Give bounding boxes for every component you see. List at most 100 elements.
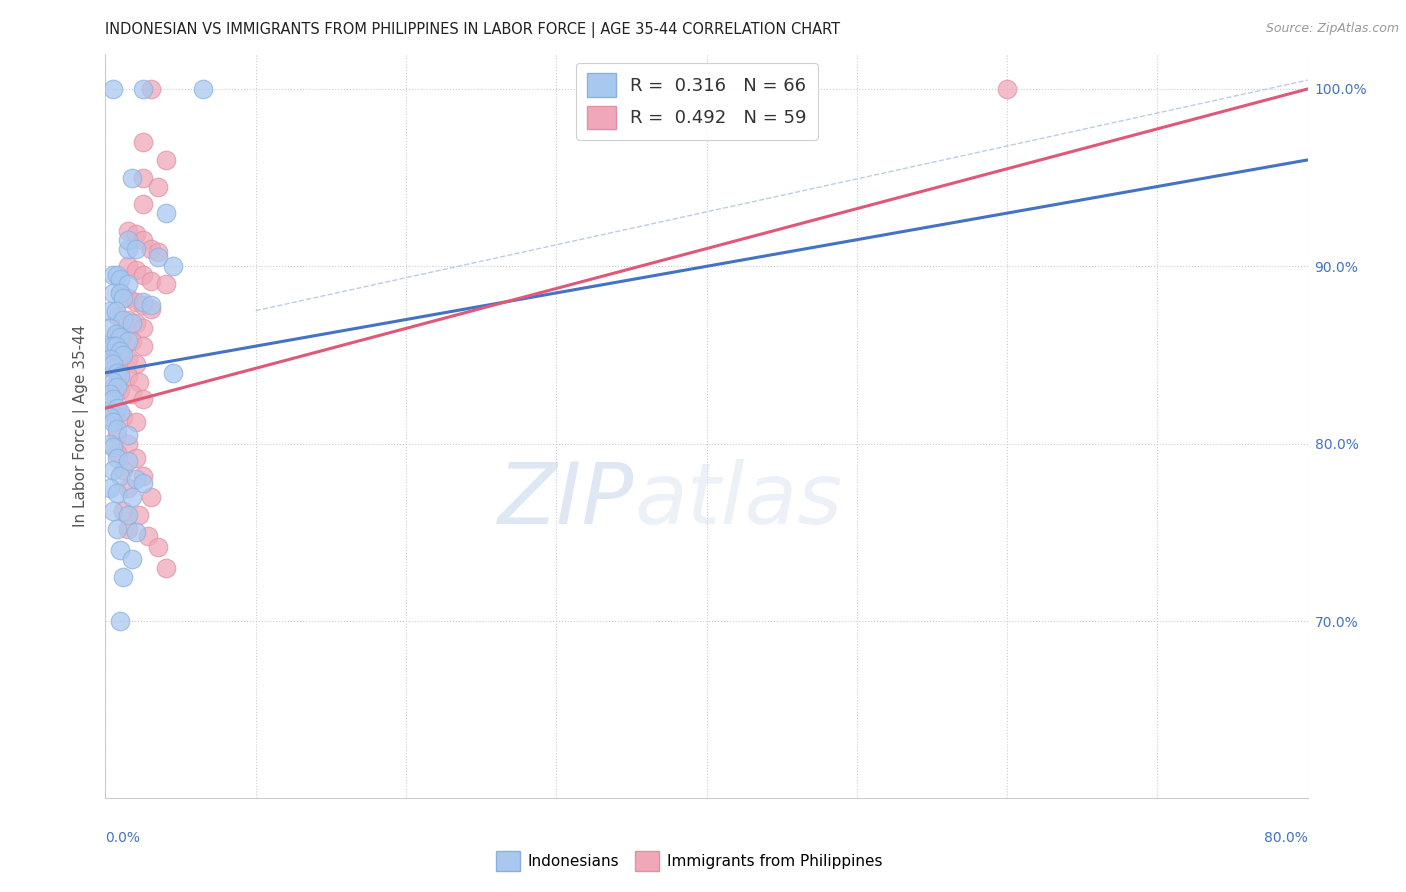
Point bbox=[98, 321, 121, 335]
Point bbox=[110, 344, 132, 359]
Point bbox=[139, 298, 162, 312]
Point bbox=[124, 416, 146, 430]
Point bbox=[124, 316, 146, 330]
Point bbox=[117, 312, 139, 326]
Point bbox=[132, 197, 155, 211]
Point bbox=[101, 82, 124, 96]
Point bbox=[121, 552, 143, 566]
Point bbox=[128, 375, 150, 389]
Point bbox=[191, 82, 214, 96]
Point bbox=[112, 410, 135, 425]
Point bbox=[110, 285, 132, 300]
Point bbox=[98, 410, 121, 425]
Text: Source: ZipAtlas.com: Source: ZipAtlas.com bbox=[1265, 22, 1399, 36]
Point bbox=[117, 436, 139, 450]
Point bbox=[117, 291, 139, 305]
Point bbox=[124, 525, 146, 540]
Point bbox=[162, 260, 184, 274]
Point bbox=[124, 450, 146, 465]
Text: 80.0%: 80.0% bbox=[1264, 831, 1308, 846]
Point bbox=[110, 330, 132, 344]
Point bbox=[155, 206, 177, 220]
Point bbox=[121, 334, 143, 348]
Point bbox=[117, 427, 139, 442]
Point bbox=[132, 170, 155, 185]
Point bbox=[155, 561, 177, 575]
Point bbox=[101, 268, 124, 283]
Y-axis label: In Labor Force | Age 35-44: In Labor Force | Age 35-44 bbox=[73, 325, 90, 527]
Point bbox=[124, 472, 146, 486]
Legend: Indonesians, Immigrants from Philippines: Indonesians, Immigrants from Philippines bbox=[489, 846, 889, 877]
Point bbox=[112, 463, 135, 477]
Point bbox=[117, 369, 139, 384]
Point bbox=[139, 490, 162, 504]
Point bbox=[110, 384, 132, 398]
Point bbox=[132, 268, 155, 283]
Point bbox=[110, 405, 132, 419]
Legend: R =  0.316   N = 66, R =  0.492   N = 59: R = 0.316 N = 66, R = 0.492 N = 59 bbox=[576, 62, 818, 140]
Point bbox=[107, 366, 129, 380]
Point bbox=[117, 260, 139, 274]
Point bbox=[139, 242, 162, 256]
Point bbox=[117, 242, 139, 256]
Point bbox=[995, 82, 1018, 96]
Text: ZIP: ZIP bbox=[498, 458, 634, 542]
Point bbox=[101, 392, 124, 407]
Point bbox=[98, 436, 121, 450]
Point bbox=[98, 387, 121, 401]
Point bbox=[124, 242, 146, 256]
Point bbox=[155, 277, 177, 291]
Point bbox=[136, 529, 159, 543]
Point bbox=[128, 508, 150, 522]
Point bbox=[162, 366, 184, 380]
Point bbox=[104, 339, 127, 353]
Text: atlas: atlas bbox=[634, 458, 842, 542]
Point bbox=[101, 440, 124, 454]
Point bbox=[117, 351, 139, 366]
Point bbox=[104, 303, 127, 318]
Point bbox=[155, 153, 177, 167]
Point bbox=[132, 298, 155, 312]
Point bbox=[110, 614, 132, 628]
Point bbox=[132, 321, 155, 335]
Point bbox=[146, 251, 169, 265]
Point bbox=[101, 380, 124, 394]
Point bbox=[101, 463, 124, 477]
Point bbox=[101, 405, 124, 419]
Point bbox=[139, 82, 162, 96]
Point bbox=[132, 392, 155, 407]
Point bbox=[98, 339, 121, 353]
Point bbox=[112, 330, 135, 344]
Point bbox=[117, 508, 139, 522]
Point bbox=[101, 416, 124, 430]
Point bbox=[107, 309, 129, 323]
Point bbox=[101, 504, 124, 518]
Point bbox=[146, 179, 169, 194]
Point bbox=[132, 294, 155, 309]
Point bbox=[132, 135, 155, 149]
Point bbox=[110, 369, 132, 384]
Point bbox=[101, 375, 124, 389]
Point bbox=[117, 522, 139, 536]
Point bbox=[146, 245, 169, 260]
Point bbox=[112, 569, 135, 583]
Text: 0.0%: 0.0% bbox=[105, 831, 141, 846]
Point bbox=[117, 224, 139, 238]
Point bbox=[107, 522, 129, 536]
Point bbox=[117, 481, 139, 495]
Point bbox=[110, 285, 132, 300]
Point bbox=[107, 326, 129, 341]
Point bbox=[101, 362, 124, 376]
Point bbox=[107, 380, 129, 394]
Point bbox=[117, 233, 139, 247]
Point bbox=[139, 301, 162, 316]
Point bbox=[98, 303, 121, 318]
Point bbox=[124, 294, 146, 309]
Point bbox=[107, 445, 129, 459]
Point bbox=[132, 233, 155, 247]
Point bbox=[132, 468, 155, 483]
Point bbox=[107, 427, 129, 442]
Point bbox=[101, 357, 124, 371]
Point bbox=[112, 291, 135, 305]
Point bbox=[107, 422, 129, 436]
